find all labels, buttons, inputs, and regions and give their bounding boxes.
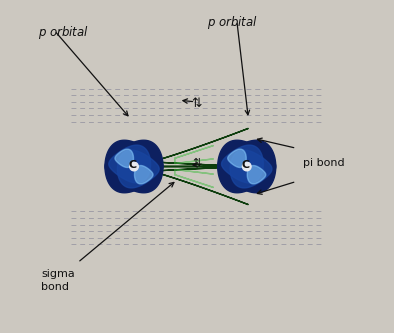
Text: C: C	[241, 160, 249, 170]
Polygon shape	[132, 128, 248, 166]
Polygon shape	[105, 140, 163, 193]
Polygon shape	[134, 166, 153, 184]
Text: sigma
bond: sigma bond	[41, 269, 75, 292]
Polygon shape	[175, 169, 214, 187]
Text: $p$ orbital: $p$ orbital	[38, 24, 89, 41]
Polygon shape	[228, 149, 246, 167]
Polygon shape	[218, 140, 276, 193]
Polygon shape	[175, 146, 214, 164]
Text: ⇅: ⇅	[192, 158, 202, 168]
Polygon shape	[230, 150, 272, 188]
Polygon shape	[115, 149, 134, 167]
Circle shape	[242, 162, 251, 171]
Polygon shape	[117, 150, 159, 188]
Circle shape	[130, 162, 138, 171]
Text: pi bond: pi bond	[303, 158, 345, 168]
Polygon shape	[221, 145, 263, 183]
Polygon shape	[218, 140, 276, 193]
Polygon shape	[109, 145, 151, 183]
Text: ⇅: ⇅	[192, 97, 202, 110]
Polygon shape	[247, 166, 266, 184]
Polygon shape	[105, 140, 163, 193]
Text: C: C	[128, 160, 136, 170]
Text: $p$ orbital: $p$ orbital	[207, 14, 258, 31]
Polygon shape	[132, 166, 248, 205]
